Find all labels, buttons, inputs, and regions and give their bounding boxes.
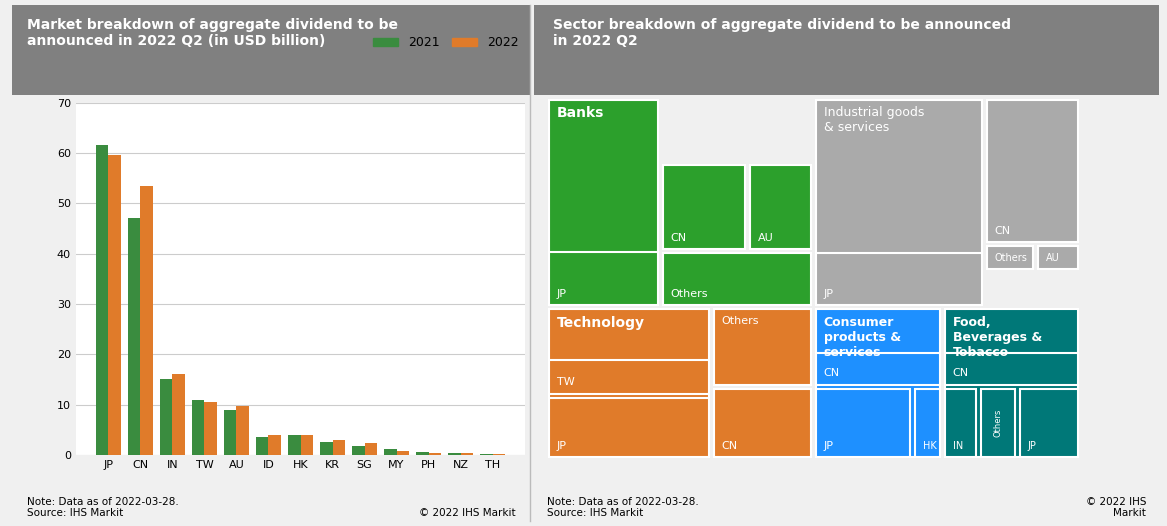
FancyBboxPatch shape (714, 309, 811, 385)
Legend: 2021, 2022: 2021, 2022 (368, 31, 523, 54)
Bar (257, 438, 268, 455)
Text: Consumer
products &
services: Consumer products & services (824, 316, 901, 359)
FancyBboxPatch shape (816, 353, 941, 385)
FancyBboxPatch shape (816, 100, 981, 305)
FancyBboxPatch shape (550, 100, 658, 305)
Bar (461, 453, 473, 455)
FancyBboxPatch shape (12, 5, 531, 96)
Text: Technology: Technology (557, 316, 645, 330)
FancyBboxPatch shape (987, 246, 1033, 269)
Text: CN: CN (824, 369, 840, 379)
FancyBboxPatch shape (945, 353, 1078, 385)
Text: Banks: Banks (557, 106, 605, 120)
FancyBboxPatch shape (945, 389, 976, 457)
FancyBboxPatch shape (981, 389, 1015, 457)
Bar (288, 435, 300, 455)
FancyBboxPatch shape (987, 100, 1078, 242)
Bar (96, 145, 109, 455)
Text: Others: Others (993, 409, 1002, 437)
Bar (333, 440, 344, 455)
Text: HK: HK (923, 441, 936, 451)
Bar (193, 400, 204, 455)
Bar (140, 186, 153, 455)
Text: © 2022 IHS
Markit: © 2022 IHS Markit (1085, 497, 1146, 518)
Text: JP: JP (557, 441, 567, 451)
Bar (301, 435, 313, 455)
Text: © 2022 IHS Markit: © 2022 IHS Markit (419, 508, 516, 518)
FancyBboxPatch shape (534, 5, 1159, 96)
Bar (128, 218, 140, 455)
Bar (492, 454, 505, 455)
Bar (109, 156, 120, 455)
Bar (364, 443, 377, 455)
FancyBboxPatch shape (663, 165, 746, 249)
Bar (224, 410, 237, 455)
Bar (384, 449, 397, 455)
Text: Note: Data as of 2022-03-28.
Source: IHS Markit: Note: Data as of 2022-03-28. Source: IHS… (547, 497, 699, 518)
Text: CN: CN (994, 226, 1011, 236)
FancyBboxPatch shape (550, 251, 658, 305)
Text: Note: Data as of 2022-03-28.
Source: IHS Markit: Note: Data as of 2022-03-28. Source: IHS… (27, 497, 179, 518)
Bar (160, 379, 173, 455)
FancyBboxPatch shape (550, 309, 710, 457)
Bar (481, 454, 492, 455)
Bar (428, 453, 441, 455)
FancyBboxPatch shape (816, 254, 981, 305)
FancyBboxPatch shape (550, 398, 710, 457)
Text: Market breakdown of aggregate dividend to be
announced in 2022 Q2 (in USD billio: Market breakdown of aggregate dividend t… (27, 18, 398, 48)
Text: TW: TW (557, 378, 574, 388)
Text: JP: JP (824, 289, 833, 299)
FancyBboxPatch shape (945, 309, 1078, 457)
Text: CN: CN (952, 369, 969, 379)
Text: Others: Others (722, 316, 760, 326)
Bar (321, 442, 333, 455)
Text: CN: CN (722, 441, 738, 451)
FancyBboxPatch shape (714, 389, 811, 457)
Text: Others: Others (994, 253, 1027, 263)
Bar (352, 446, 364, 455)
Bar (173, 375, 184, 455)
Text: JP: JP (824, 441, 833, 451)
Bar (397, 451, 408, 455)
Text: IN: IN (952, 441, 963, 451)
FancyBboxPatch shape (1020, 389, 1078, 457)
Text: JP: JP (1027, 441, 1036, 451)
Text: JP: JP (557, 289, 567, 299)
FancyBboxPatch shape (1037, 246, 1078, 269)
Bar (237, 406, 249, 455)
FancyBboxPatch shape (663, 254, 811, 305)
FancyBboxPatch shape (816, 389, 910, 457)
Text: AU: AU (1046, 253, 1060, 263)
Text: Food,
Beverages &
Tobacco: Food, Beverages & Tobacco (952, 316, 1042, 359)
Text: Others: Others (671, 289, 708, 299)
Text: AU: AU (757, 233, 774, 243)
Bar (417, 452, 428, 455)
Text: Industrial goods
& services: Industrial goods & services (824, 106, 924, 134)
Bar (268, 435, 280, 455)
FancyBboxPatch shape (915, 389, 941, 457)
Bar (204, 402, 217, 455)
Text: Sector breakdown of aggregate dividend to be announced
in 2022 Q2: Sector breakdown of aggregate dividend t… (553, 18, 1012, 48)
Text: CN: CN (671, 233, 687, 243)
FancyBboxPatch shape (816, 309, 941, 457)
Bar (448, 453, 461, 455)
FancyBboxPatch shape (550, 360, 710, 393)
FancyBboxPatch shape (750, 165, 811, 249)
